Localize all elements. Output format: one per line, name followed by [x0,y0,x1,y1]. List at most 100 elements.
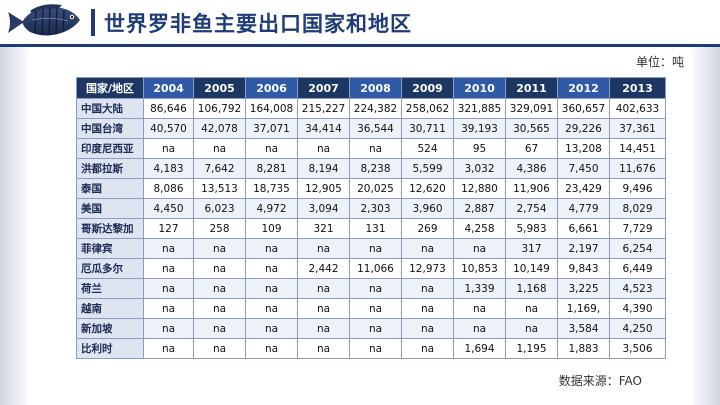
value-cell: 37,361 [609,118,666,139]
value-cell: 2,197 [557,238,610,259]
table-row: 哥斯达黎加 127 258 109 321 131 269 4,258 5,983 6,661 7,… [76,218,666,239]
value-cell: 12,973 [401,258,454,279]
value-cell: 12,880 [453,178,506,199]
value-cell: 10,149 [505,258,558,279]
value-cell: na [193,138,246,159]
value-cell: 36,544 [349,118,402,139]
title-accent-bar [91,9,95,36]
value-cell: 258,062 [401,98,454,119]
value-cell: na [349,338,402,359]
value-cell: 5,599 [401,158,454,179]
country-cell: 印度尼西亚 [76,138,144,159]
value-cell: 11,676 [609,158,666,179]
value-cell: na [143,238,194,259]
value-cell: 321,885 [453,98,506,119]
value-cell: na [297,238,350,259]
value-cell: 8,281 [245,158,298,179]
value-cell: na [143,138,194,159]
value-cell: 13,208 [557,138,610,159]
value-cell: 30,711 [401,118,454,139]
value-cell: 23,429 [557,178,610,199]
value-cell: na [245,298,298,319]
table-row: 越南 na na na na na na na na 1,169, 4,390 [76,298,666,319]
country-cell: 哥斯达黎加 [76,218,144,239]
value-cell: 3,584 [557,318,610,339]
value-cell: 2,754 [505,198,558,219]
table-row: 洪都拉斯 4,183 7,642 8,281 8,194 8,238 5,599 3,032 4… [76,158,666,179]
table-row: 印度尼西亚 na na na na na 524 95 67 13,208 14,451 [76,138,666,159]
table-row: 中国台湾 40,570 42,078 37,071 34,414 36,544 30,711… [76,118,666,139]
value-cell: 321 [297,218,350,239]
value-cell: 164,008 [245,98,298,119]
export-data-table: 国家/地区 2004 2005 2006 2007 2008 2009 2010 2011 20… [76,77,666,359]
value-cell: 7,642 [193,158,246,179]
value-cell: na [349,318,402,339]
corner-header: 国家/地区 [76,77,144,99]
value-cell: na [349,238,402,259]
year-header: 2010 [453,77,506,99]
value-cell: 224,382 [349,98,402,119]
value-cell: 1,694 [453,338,506,359]
value-cell: 4,972 [245,198,298,219]
value-cell: 109 [245,218,298,239]
data-source: 数据来源：FAO [558,374,642,388]
value-cell: 3,032 [453,158,506,179]
value-cell: 12,905 [297,178,350,199]
value-cell: 30,565 [505,118,558,139]
value-cell: na [245,338,298,359]
table-row: 中国大陆 86,646 106,792 164,008 215,227 224,382 25… [76,98,666,119]
year-header: 2009 [401,77,454,99]
value-cell: 3,094 [297,198,350,219]
value-cell: na [193,338,246,359]
value-cell: 86,646 [143,98,194,119]
value-cell: 106,792 [193,98,246,119]
value-cell: na [245,138,298,159]
value-cell: 11,066 [349,258,402,279]
country-cell: 洪都拉斯 [76,158,144,179]
value-cell: na [245,278,298,299]
value-cell: 3,225 [557,278,610,299]
value-cell: 8,086 [143,178,194,199]
year-header: 2006 [245,77,298,99]
value-cell: 4,523 [609,278,666,299]
value-cell: 4,250 [609,318,666,339]
value-cell: 8,238 [349,158,402,179]
value-cell: 3,960 [401,198,454,219]
value-cell: na [401,318,454,339]
value-cell: na [245,258,298,279]
value-cell: 10,853 [453,258,506,279]
table-row: 菲律宾 na na na na na na na 317 2,197 6,254 [76,238,666,259]
year-header: 2004 [143,77,194,99]
value-cell: na [401,338,454,359]
value-cell: na [453,298,506,319]
value-cell: 9,843 [557,258,610,279]
value-cell: na [143,258,194,279]
value-cell: na [349,298,402,319]
table-row: 比利时 na na na na na na 1,694 1,195 1,883 3,506 [76,338,666,359]
value-cell: 6,449 [609,258,666,279]
value-cell: 524 [401,138,454,159]
value-cell: 1,195 [505,338,558,359]
value-cell: na [143,298,194,319]
table-body: 中国大陆 86,646 106,792 164,008 215,227 224,382 25… [76,98,666,359]
value-cell: na [505,298,558,319]
value-cell: 2,303 [349,198,402,219]
country-cell: 新加坡 [76,318,144,339]
left-side-shade [0,47,30,405]
value-cell: 6,661 [557,218,610,239]
value-cell: na [453,318,506,339]
page-title: 世界罗非鱼主要出口国家和地区 [104,12,412,36]
value-cell: 2,887 [453,198,506,219]
value-cell: na [297,318,350,339]
value-cell: 215,227 [297,98,350,119]
value-cell: na [193,278,246,299]
value-cell: 6,254 [609,238,666,259]
value-cell: 14,451 [609,138,666,159]
value-cell: 1,883 [557,338,610,359]
header-divider [0,44,720,47]
unit-label: 单位：吨 [635,55,684,69]
value-cell: na [143,318,194,339]
value-cell: na [297,278,350,299]
value-cell: na [143,278,194,299]
country-cell: 越南 [76,298,144,319]
